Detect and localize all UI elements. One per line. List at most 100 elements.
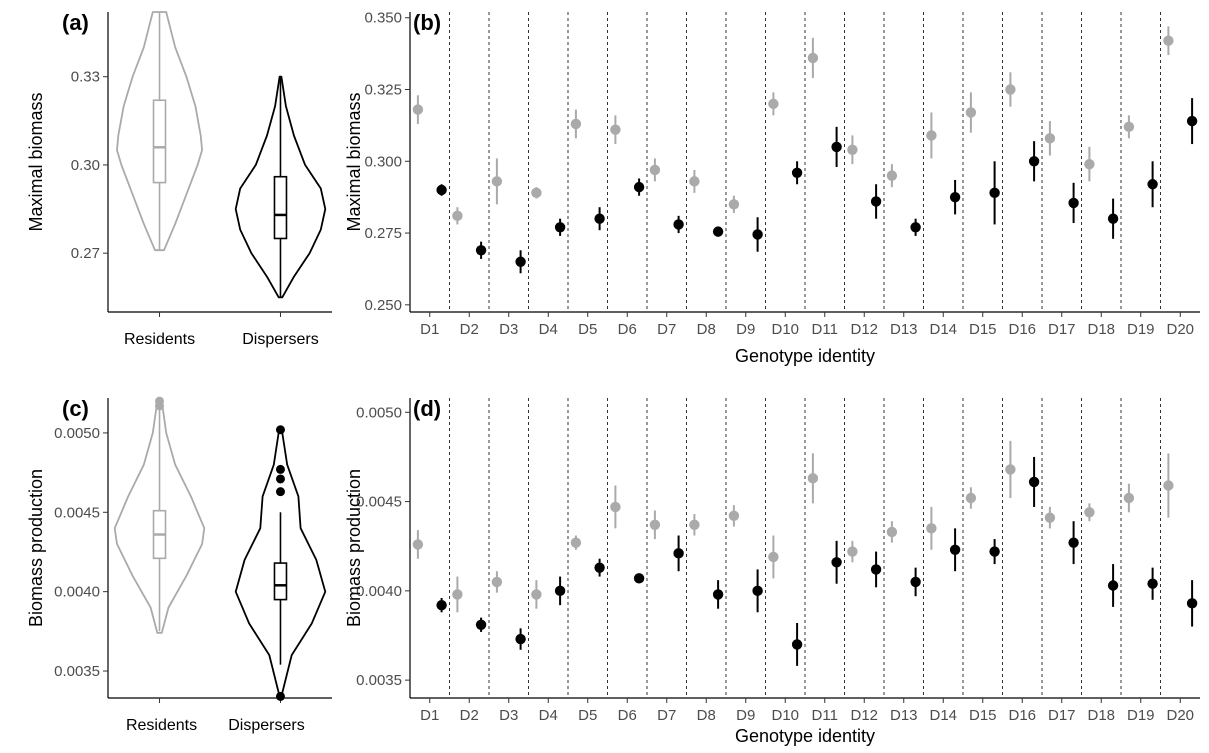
point-dispersers (475, 619, 487, 630)
y-tick-label: 0.33 (71, 69, 100, 86)
point-residents (1123, 121, 1135, 133)
x-tick-label: D12 (850, 321, 878, 338)
panel-tag: (d) (413, 396, 441, 421)
x-tick-label: D12 (850, 707, 878, 724)
point-dispersers (633, 573, 645, 584)
x-tick-label: D15 (969, 321, 997, 338)
x-tick-label: D3 (499, 707, 518, 724)
x-tick-label: D2 (460, 707, 479, 724)
point-residents (1163, 35, 1174, 46)
point-dispersers (1186, 598, 1198, 609)
outlier-point (275, 474, 285, 484)
y-tick-label: 0.0035 (356, 672, 402, 689)
point-residents (965, 107, 977, 118)
point-residents (1005, 464, 1016, 475)
y-tick-label: 0.0045 (54, 504, 100, 521)
y-tick-label: 0.0035 (54, 663, 100, 680)
point-dispersers (1147, 179, 1158, 190)
x-tick-label: Residents (124, 331, 195, 348)
x-tick-label: D7 (657, 321, 676, 338)
point-dispersers (594, 562, 605, 573)
point-residents (491, 176, 503, 187)
box-dispersers (273, 175, 288, 240)
point-dispersers (1107, 213, 1119, 224)
outlier-point (275, 464, 285, 474)
y-tick-label: 0.300 (364, 153, 402, 170)
point-residents (728, 199, 740, 210)
point-residents (412, 539, 424, 550)
x-tick-label: D11 (812, 707, 838, 724)
point-residents (1123, 492, 1135, 504)
x-tick-label: D7 (657, 707, 676, 724)
outlier-point (275, 487, 285, 497)
point-dispersers (752, 229, 763, 240)
point-residents (689, 176, 700, 187)
x-tick-label: D18 (1087, 321, 1115, 338)
point-dispersers (633, 181, 645, 193)
point-dispersers (791, 167, 803, 178)
y-tick-label: 0.0040 (356, 583, 402, 600)
x-tick-label: D2 (460, 321, 479, 338)
point-dispersers (436, 599, 447, 611)
x-tick-label: D19 (1127, 321, 1155, 338)
x-axis-title: Genotype identity (735, 726, 875, 746)
y-tick-label: 0.0050 (356, 404, 402, 421)
y-axis-title: Maximal biomass (344, 92, 364, 231)
y-tick-label: 0.250 (364, 297, 402, 314)
outlier-point (155, 396, 165, 406)
x-tick-label: D4 (539, 707, 558, 724)
x-tick-label: D14 (929, 321, 957, 338)
point-residents (689, 519, 700, 530)
y-tick-label: 0.0045 (356, 494, 402, 511)
y-tick-label: 0.0040 (54, 584, 100, 601)
point-residents (412, 104, 424, 115)
x-axis-title: Genotype identity (735, 346, 875, 366)
x-tick-label: D20 (1166, 707, 1194, 724)
point-residents (1044, 133, 1056, 144)
x-tick-label: D17 (1048, 321, 1076, 338)
point-dispersers (1028, 476, 1040, 488)
point-dispersers (870, 196, 882, 207)
point-residents (768, 551, 779, 563)
point-dispersers (475, 245, 487, 256)
y-tick-label: 0.27 (71, 245, 100, 262)
x-tick-label: D18 (1087, 707, 1115, 724)
point-dispersers (673, 219, 684, 230)
point-dispersers (515, 633, 526, 645)
panel-b: 0.250 0.275 0.300 0.325 0.350 D1 D2 D3 D4 D5 D6 D7 D… (344, 10, 1200, 366)
x-tick-label: Residents (126, 717, 197, 734)
panel-a: 0.27 0.30 0.33 Residents Dispersers Maximal b… (26, 10, 332, 348)
point-residents (847, 144, 858, 155)
x-tick-label: D19 (1127, 707, 1155, 724)
x-tick-label: D20 (1166, 321, 1194, 338)
x-tick-label: D10 (771, 707, 799, 724)
point-residents (886, 526, 898, 538)
point-dispersers (1147, 578, 1158, 589)
point-residents (926, 130, 937, 141)
point-dispersers (910, 576, 921, 588)
y-axis-title: Biomass production (344, 469, 364, 627)
x-tick-label: D9 (736, 707, 755, 724)
point-residents (1084, 158, 1095, 170)
y-tick-label: 0.0050 (54, 425, 100, 442)
panel-tag: (c) (62, 396, 89, 421)
point-dispersers (831, 141, 842, 153)
point-residents (570, 537, 582, 548)
panel-tag: (a) (62, 10, 89, 35)
point-residents (965, 492, 977, 504)
point-dispersers (752, 585, 763, 597)
point-residents (452, 210, 463, 222)
point-residents (570, 118, 582, 130)
point-residents (1005, 84, 1016, 95)
point-residents (649, 519, 661, 530)
x-tick-label: D13 (890, 707, 918, 724)
y-tick-label: 0.275 (364, 225, 402, 242)
point-dispersers (436, 184, 447, 196)
point-residents (926, 523, 937, 534)
x-tick-label: D5 (578, 321, 597, 338)
point-residents (649, 164, 661, 176)
y-axis-title: Maximal biomass (26, 92, 46, 231)
point-residents (610, 501, 621, 513)
point-residents (807, 473, 819, 484)
